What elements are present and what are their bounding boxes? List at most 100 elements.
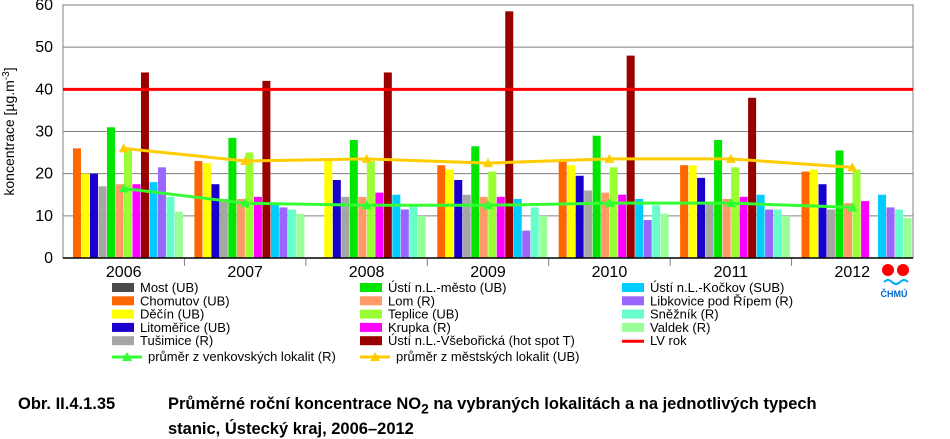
bar — [739, 196, 748, 258]
bars — [72, 11, 912, 259]
legend-label: Ústí n.L.-Všebořická (hot spot T) — [388, 333, 575, 348]
logo-text: ČHMÚ — [881, 288, 908, 299]
bar — [98, 186, 107, 258]
bar — [341, 196, 350, 258]
legend-label: Libkovice pod Řípem (R) — [650, 293, 793, 308]
line-marker — [725, 198, 736, 208]
bar — [72, 148, 81, 258]
bar — [236, 198, 245, 258]
bar — [782, 215, 791, 258]
legend-label: Teplice (UB) — [388, 307, 459, 322]
bar — [375, 192, 384, 258]
bar — [454, 179, 463, 258]
chmu-logo: ČHMÚ — [881, 264, 909, 299]
legend-swatch — [360, 336, 382, 346]
legend-swatch — [360, 309, 382, 319]
bar — [818, 184, 827, 258]
legend-swatch — [360, 322, 382, 332]
line-marker — [725, 153, 736, 163]
bar — [801, 171, 810, 258]
line-marker — [483, 200, 493, 210]
legend-swatch — [112, 336, 134, 346]
bar — [409, 205, 418, 258]
bar — [688, 165, 697, 258]
bar — [349, 139, 358, 258]
y-tick-label: 40 — [35, 81, 53, 98]
bar — [332, 179, 341, 258]
legend-label: Chomutov (UB) — [140, 293, 230, 308]
legend-label: průměr z městských lokalit (UB) — [396, 349, 579, 364]
bar — [219, 198, 228, 258]
legend-swatch — [112, 322, 134, 332]
bar — [296, 213, 305, 258]
legend-label: Tušimice (R) — [140, 333, 213, 348]
legend-swatch — [622, 309, 644, 319]
bar — [157, 167, 166, 258]
bar — [861, 201, 870, 258]
bar — [262, 80, 271, 259]
legend-label: Valdek (R) — [650, 320, 710, 335]
bar — [722, 198, 731, 258]
bar — [106, 127, 115, 259]
caption-title-pre: Průměrné roční koncentrace NO — [168, 395, 422, 413]
y-tick-label: 0 — [44, 250, 53, 267]
bar — [895, 209, 904, 258]
line-marker — [118, 143, 129, 153]
x-tick-label: 2008 — [349, 264, 385, 281]
caption-title-post: na vybraných lokalitách a na jednotlivýc… — [428, 395, 817, 413]
line-marker — [847, 202, 858, 212]
bar — [115, 184, 124, 258]
y-tick-label: 10 — [35, 208, 53, 225]
y-axis-label: koncentrace [µg.m-3] — [1, 67, 17, 195]
bar — [358, 196, 367, 258]
bar — [886, 207, 895, 258]
legend-label: Most (UB) — [140, 280, 199, 295]
bar — [903, 217, 912, 258]
bar — [166, 196, 175, 258]
y-tick-label: 60 — [35, 0, 53, 14]
average-lines — [63, 87, 913, 212]
bar — [810, 169, 819, 258]
bar — [132, 184, 141, 258]
legend-label: Krupka (R) — [388, 320, 451, 335]
bar — [245, 152, 254, 258]
y-tick-label: 20 — [35, 166, 53, 183]
bar — [522, 230, 531, 258]
legend-swatch — [622, 283, 644, 292]
line-marker — [118, 183, 129, 193]
legend-label: Lom (R) — [388, 293, 435, 308]
bar — [383, 72, 392, 258]
bar — [643, 220, 652, 258]
bar — [697, 177, 706, 258]
y-tick-label: 50 — [35, 39, 53, 56]
legend-label: Ústí n.L.-město (UB) — [388, 280, 506, 295]
legend-marker — [122, 352, 132, 361]
legend-label: Ústí n.L.-Kočkov (SUB) — [650, 280, 784, 295]
bar — [748, 97, 757, 259]
bar — [756, 194, 765, 258]
bar — [202, 163, 211, 258]
figure-caption: Obr. II.4.1.35 Průměrné roční koncentrace… — [18, 394, 948, 439]
legend-label: Litoměřice (UB) — [140, 320, 230, 335]
bar — [417, 215, 426, 258]
line-marker — [604, 198, 615, 208]
bar — [228, 137, 237, 258]
bar — [575, 175, 584, 258]
bar — [505, 11, 514, 259]
x-tick-label: 2009 — [470, 264, 506, 281]
bar — [567, 165, 576, 258]
legend-label: Sněžník (R) — [650, 307, 719, 322]
bar — [680, 165, 689, 258]
legend-swatch — [360, 296, 382, 306]
bar — [827, 209, 836, 258]
bar — [660, 213, 669, 258]
bar — [652, 205, 661, 258]
bar — [270, 203, 279, 258]
bar — [601, 192, 610, 258]
legend-marker — [370, 352, 380, 361]
caption-line2: stanic, Ústecký kraj, 2006–2012 — [168, 420, 414, 439]
legend-swatch — [360, 283, 382, 292]
caption-number: Obr. II.4.1.35 — [18, 395, 116, 413]
x-tick-label: 2010 — [592, 264, 628, 281]
